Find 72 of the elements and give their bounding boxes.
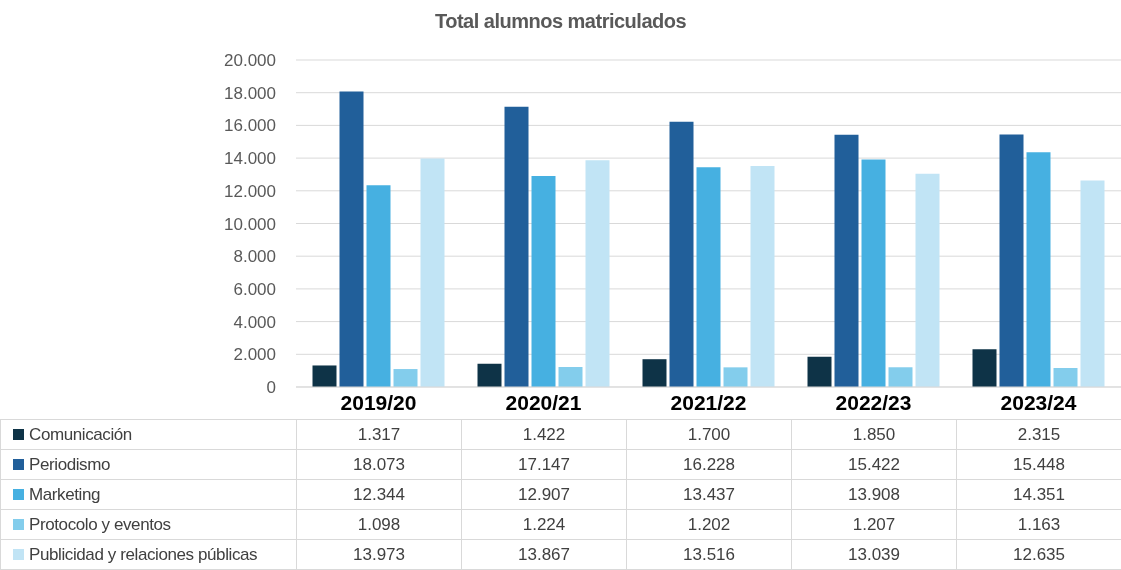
legend-label: Comunicación bbox=[0, 419, 297, 450]
x-tick-label: 2019/20 bbox=[340, 390, 417, 414]
y-tick-label: 2.000 bbox=[233, 345, 276, 365]
bar bbox=[393, 369, 418, 387]
bar bbox=[861, 159, 886, 387]
data-label: 12.635 bbox=[956, 539, 1121, 570]
y-tick-label: 4.000 bbox=[233, 312, 276, 332]
data-label: 17.147 bbox=[461, 449, 627, 480]
y-tick-label: 18.000 bbox=[224, 83, 276, 103]
bar bbox=[972, 349, 997, 387]
data-label: 1.207 bbox=[791, 509, 957, 540]
data-label: 1.224 bbox=[461, 509, 627, 540]
y-tick-label: 6.000 bbox=[233, 279, 276, 299]
bar bbox=[504, 106, 529, 387]
data-label: 1.850 bbox=[791, 419, 957, 450]
data-label: 14.351 bbox=[956, 479, 1121, 510]
bar bbox=[642, 359, 667, 387]
y-tick-label: 14.000 bbox=[224, 149, 276, 169]
data-label: 13.039 bbox=[791, 539, 957, 570]
x-tick-label: 2021/22 bbox=[670, 390, 747, 414]
data-label: 2.315 bbox=[956, 419, 1121, 450]
legend-label: Publicidad y relaciones públicas bbox=[0, 539, 297, 570]
data-label: 13.867 bbox=[461, 539, 627, 570]
data-label: 13.908 bbox=[791, 479, 957, 510]
bar bbox=[585, 160, 610, 387]
legend-label: Periodismo bbox=[0, 449, 297, 480]
data-label: 15.422 bbox=[791, 449, 957, 480]
bar bbox=[531, 175, 556, 387]
bar bbox=[366, 185, 391, 387]
bar bbox=[834, 134, 859, 387]
x-tick-label: 2023/24 bbox=[1000, 390, 1077, 414]
y-tick-label: 12.000 bbox=[224, 181, 276, 201]
data-label: 12.344 bbox=[296, 479, 462, 510]
bar bbox=[888, 367, 913, 387]
data-label: 16.228 bbox=[626, 449, 792, 480]
bar bbox=[1053, 367, 1078, 387]
bar bbox=[420, 158, 445, 387]
bar bbox=[723, 367, 748, 387]
x-tick-label: 2020/21 bbox=[505, 390, 582, 414]
data-label: 1.098 bbox=[296, 509, 462, 540]
legend-label: Protocolo y eventos bbox=[0, 509, 297, 540]
x-tick-label: 2022/23 bbox=[835, 390, 912, 414]
data-label: 13.437 bbox=[626, 479, 792, 510]
y-tick-label: 8.000 bbox=[233, 247, 276, 267]
data-label: 1.202 bbox=[626, 509, 792, 540]
y-tick-label: 10.000 bbox=[224, 214, 276, 234]
data-label: 1.700 bbox=[626, 419, 792, 450]
bar bbox=[558, 366, 583, 387]
bar bbox=[999, 134, 1024, 387]
bar bbox=[339, 91, 364, 387]
bar bbox=[669, 121, 694, 387]
bar bbox=[1026, 152, 1051, 387]
bar bbox=[696, 167, 721, 387]
legend-label: Marketing bbox=[0, 479, 297, 510]
y-tick-label: 0 bbox=[266, 378, 276, 398]
y-tick-label: 20.000 bbox=[224, 51, 276, 71]
chart-title: Total alumnos matriculados bbox=[433, 10, 688, 33]
data-label: 1.422 bbox=[461, 419, 627, 450]
bar bbox=[312, 365, 337, 387]
bar bbox=[477, 363, 502, 387]
bar bbox=[807, 356, 832, 387]
y-tick-label: 16.000 bbox=[224, 116, 276, 136]
data-label: 12.907 bbox=[461, 479, 627, 510]
data-label: 15.448 bbox=[956, 449, 1121, 480]
bar bbox=[750, 166, 775, 387]
data-label: 13.516 bbox=[626, 539, 792, 570]
data-label: 1.163 bbox=[956, 509, 1121, 540]
bar bbox=[1080, 180, 1105, 387]
data-label: 13.973 bbox=[296, 539, 462, 570]
bar bbox=[915, 173, 940, 387]
data-label: 18.073 bbox=[296, 449, 462, 480]
data-label: 1.317 bbox=[296, 419, 462, 450]
